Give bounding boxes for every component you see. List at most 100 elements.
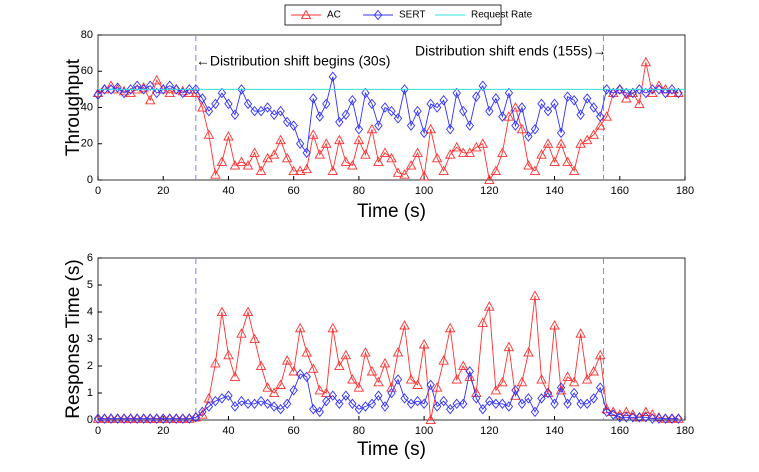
point (418, 170, 430, 181)
point (607, 406, 619, 416)
point (490, 384, 502, 395)
point (562, 371, 573, 381)
point (198, 93, 207, 104)
point (459, 398, 468, 410)
point (673, 87, 684, 98)
point (230, 401, 240, 412)
point (581, 134, 593, 145)
point (315, 111, 324, 122)
point (484, 301, 495, 311)
point (185, 84, 194, 95)
point (276, 403, 285, 415)
point (674, 413, 683, 424)
point (568, 376, 580, 387)
plot-frame (97, 257, 686, 421)
point (413, 395, 422, 407)
point (281, 355, 293, 365)
point (301, 163, 312, 174)
y-tick-label: 40 (81, 101, 93, 113)
point (392, 347, 404, 357)
point (549, 320, 560, 330)
point (503, 111, 515, 121)
point (387, 387, 396, 399)
point (106, 84, 116, 95)
point (621, 406, 632, 416)
point (425, 123, 436, 134)
point (582, 398, 592, 410)
point (654, 84, 664, 95)
point (457, 147, 469, 157)
y-tick-label: 1 (87, 387, 93, 399)
point (524, 393, 533, 404)
point (491, 398, 501, 410)
y-tick-label: 6 (87, 252, 93, 264)
point (477, 317, 489, 327)
point (126, 413, 135, 424)
point (380, 401, 390, 412)
point (360, 347, 371, 357)
point (412, 147, 423, 157)
point (366, 365, 378, 376)
point (589, 102, 598, 113)
point (666, 87, 678, 98)
point (465, 366, 474, 377)
point (661, 413, 670, 424)
point (172, 84, 181, 95)
point (542, 138, 554, 148)
point (269, 109, 279, 120)
point (562, 156, 573, 166)
x-tick-label: 0 (95, 425, 101, 437)
point (563, 398, 572, 410)
y-tick-label: 0 (87, 414, 93, 426)
annotation: Distribution shift ends (155s)→ (415, 43, 606, 59)
point (543, 387, 553, 399)
y-tick-label: 2 (87, 360, 93, 372)
point (191, 412, 201, 423)
legend-marker (300, 9, 312, 20)
point (477, 138, 489, 148)
point (237, 84, 246, 95)
point (498, 398, 507, 410)
point (446, 403, 455, 415)
point (296, 368, 305, 380)
point (667, 413, 677, 424)
point (322, 395, 331, 407)
point (549, 156, 560, 166)
point (472, 393, 481, 404)
point (185, 413, 194, 424)
point (184, 87, 195, 98)
point (348, 95, 357, 106)
point (465, 120, 474, 131)
y-tick-label: 80 (81, 29, 93, 41)
point (93, 89, 103, 101)
point (472, 91, 481, 102)
point (588, 365, 599, 376)
x-tick-label: 80 (353, 185, 365, 197)
point (530, 124, 540, 135)
series-line (98, 295, 679, 421)
point (418, 338, 430, 349)
point (243, 98, 253, 110)
point (243, 398, 253, 410)
point (255, 165, 267, 175)
point (485, 395, 494, 407)
y-tick-label: 3 (87, 333, 93, 345)
point (621, 93, 632, 103)
point (537, 98, 546, 110)
point (452, 398, 461, 410)
point (190, 411, 202, 422)
point (641, 87, 651, 99)
legend-label: Request Rate (471, 10, 533, 21)
x-tick-label: 100 (415, 185, 433, 197)
point (581, 374, 593, 384)
point (661, 87, 670, 99)
point (354, 124, 364, 135)
point (315, 406, 324, 418)
x-tick-label: 80 (353, 425, 365, 437)
point (464, 371, 476, 381)
point (444, 149, 456, 159)
point (301, 347, 312, 357)
point (452, 87, 461, 99)
point (504, 87, 514, 99)
point (446, 124, 455, 135)
